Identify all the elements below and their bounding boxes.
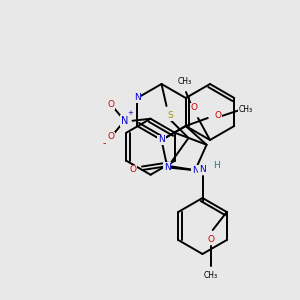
Text: CH₃: CH₃	[178, 77, 192, 86]
Text: O: O	[214, 112, 221, 121]
Text: CH₃: CH₃	[204, 272, 218, 280]
Text: N: N	[158, 136, 165, 145]
Text: S: S	[168, 112, 173, 121]
Text: O: O	[107, 100, 114, 109]
Text: N: N	[192, 166, 199, 175]
Text: +: +	[128, 110, 134, 116]
Text: N: N	[199, 166, 206, 175]
Text: N: N	[121, 116, 128, 126]
Text: N: N	[134, 94, 141, 103]
Text: N: N	[164, 163, 171, 172]
Text: O: O	[107, 132, 114, 141]
Text: O: O	[207, 236, 214, 244]
Text: -: -	[103, 138, 106, 148]
Text: O: O	[190, 103, 197, 112]
Text: O: O	[129, 166, 136, 175]
Text: CH₃: CH₃	[239, 104, 253, 113]
Text: H: H	[213, 160, 220, 169]
